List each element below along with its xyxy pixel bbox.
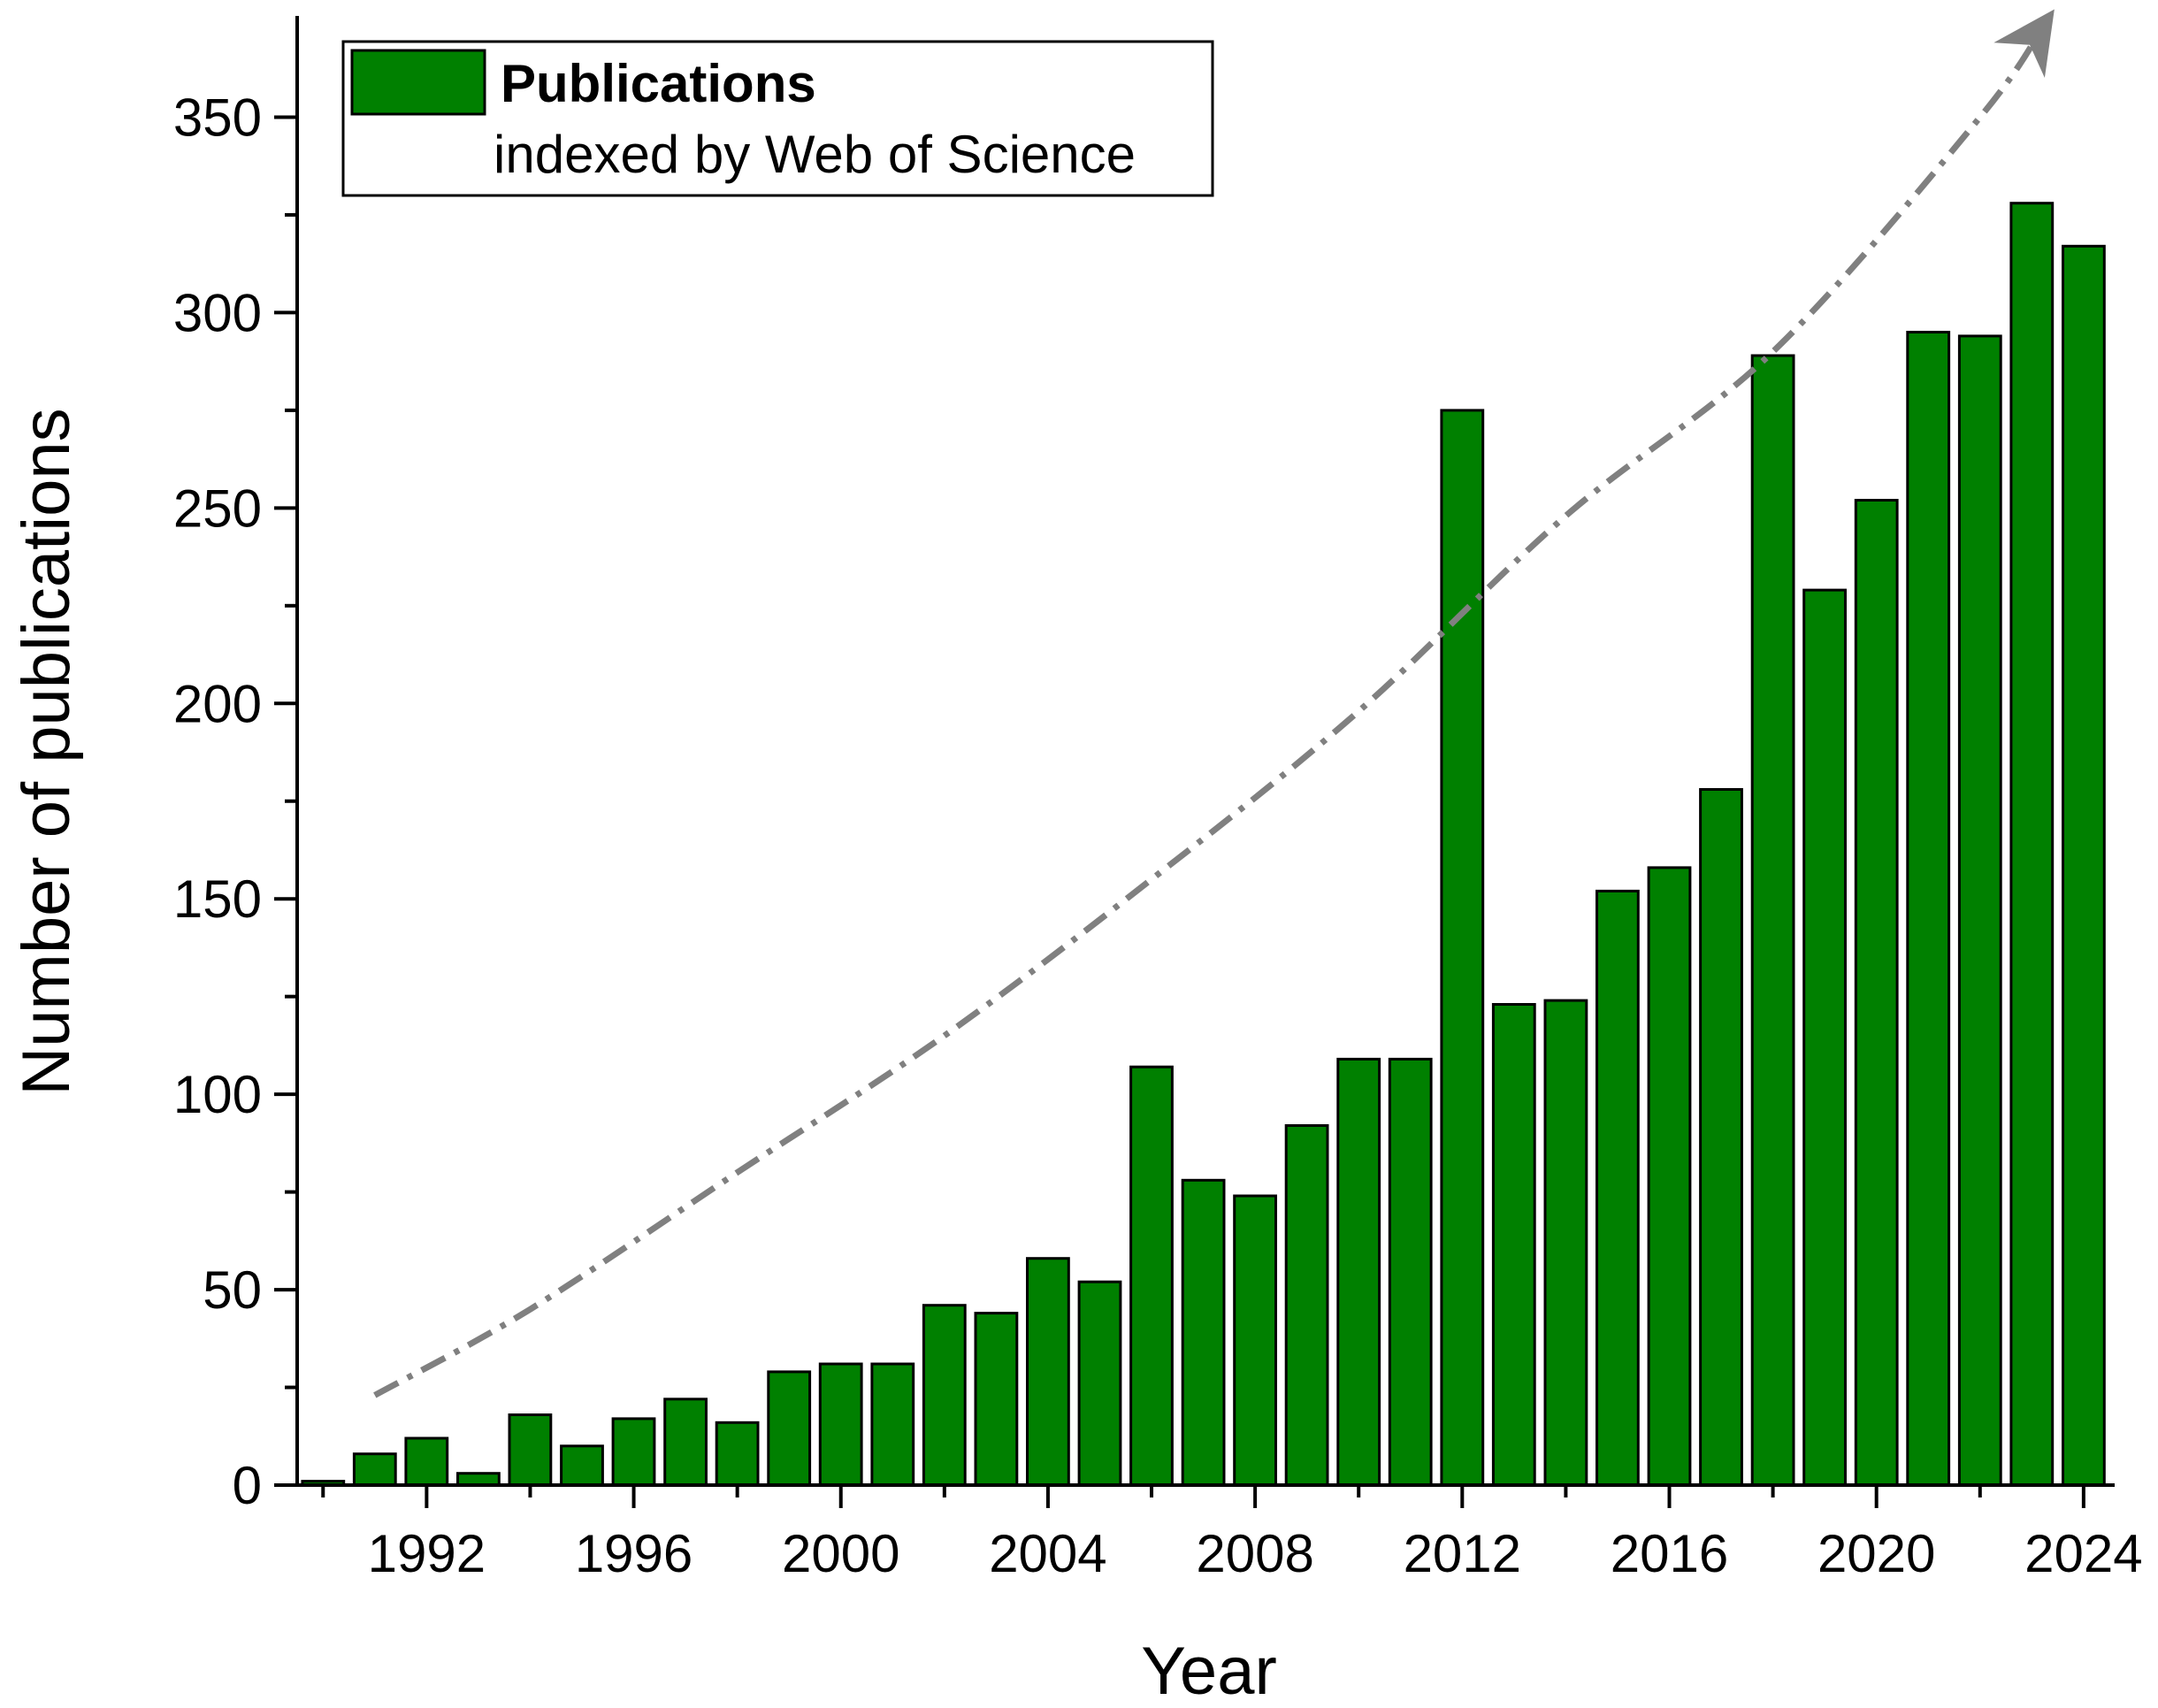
bar-2018: [1750, 354, 1795, 1487]
bar-2013: [1491, 1003, 1536, 1487]
legend-subtitle: indexed by Web of Science: [494, 125, 1136, 184]
bar-1998: [715, 1421, 760, 1487]
x-tick-label-2012: 2012: [1404, 1524, 1521, 1583]
legend-swatch: [350, 49, 486, 116]
bar-2006: [1129, 1065, 1174, 1487]
bar-2001: [870, 1362, 915, 1487]
x-tick-label-2016: 2016: [1611, 1524, 1728, 1583]
bar-2023: [2009, 202, 2055, 1487]
bar-1995: [560, 1444, 604, 1487]
bar-2002: [922, 1304, 967, 1487]
y-tick-label-200: 200: [173, 674, 262, 733]
y-tick-label-350: 350: [173, 88, 262, 147]
y-tick-label-300: 300: [173, 283, 262, 342]
bar-2020: [1854, 499, 1899, 1487]
x-tick-label-2008: 2008: [1196, 1524, 1313, 1583]
bar-2016: [1647, 866, 1692, 1487]
x-tick-label-2000: 2000: [782, 1524, 899, 1583]
bar-1999: [767, 1370, 812, 1487]
bar-2017: [1699, 788, 1743, 1487]
legend-box: [341, 40, 1214, 197]
bar-2022: [1957, 334, 2002, 1487]
y-tick-label-150: 150: [173, 869, 262, 929]
legend: Publications indexed by Web of Science: [341, 40, 1214, 197]
bar-1994: [508, 1413, 553, 1487]
x-tick-label-2004: 2004: [989, 1524, 1106, 1583]
bar-2000: [818, 1362, 863, 1487]
bar-2007: [1181, 1178, 1226, 1487]
bar-2010: [1336, 1057, 1381, 1487]
x-tick-label-2020: 2020: [1817, 1524, 1935, 1583]
bar-1997: [663, 1398, 708, 1487]
bar-2021: [1906, 331, 1951, 1487]
bar-2014: [1543, 999, 1588, 1487]
y-tick-label-100: 100: [173, 1065, 262, 1124]
y-axis-title: Number of publications: [9, 408, 84, 1095]
bar-1992: [404, 1436, 449, 1487]
x-tick-label-1996: 1996: [575, 1524, 693, 1583]
y-tick-label-250: 250: [173, 479, 262, 538]
bar-2009: [1284, 1124, 1329, 1487]
bar-2008: [1233, 1194, 1277, 1487]
trend-arrow-line: [373, 9, 2055, 1398]
bar-2019: [1802, 588, 1847, 1487]
x-tick-label-2024: 2024: [2024, 1524, 2142, 1583]
x-tick-label-1992: 1992: [368, 1524, 486, 1583]
y-tick-label-50: 50: [203, 1260, 262, 1320]
bar-2004: [1026, 1257, 1070, 1487]
bar-1991: [352, 1452, 397, 1487]
bar-2011: [1388, 1057, 1433, 1487]
x-axis-title: Year: [1141, 1634, 1277, 1708]
bar-2012: [1440, 409, 1485, 1487]
legend-title: Publications: [501, 54, 816, 113]
bar-1996: [611, 1417, 656, 1487]
bar-2005: [1077, 1280, 1122, 1487]
y-tick-label-0: 0: [233, 1456, 262, 1515]
bar-2003: [974, 1312, 1019, 1487]
bar-2015: [1596, 889, 1640, 1487]
bar-2024: [2062, 244, 2106, 1487]
